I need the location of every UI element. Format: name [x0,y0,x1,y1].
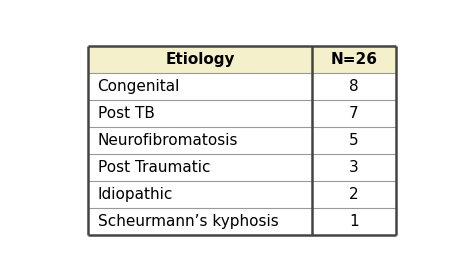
Bar [88,208,396,235]
Text: Post Traumatic: Post Traumatic [97,160,210,175]
Text: 1: 1 [349,214,359,229]
Text: 2: 2 [349,187,359,202]
Bar [88,46,396,73]
Bar [88,73,396,100]
Text: Etiology: Etiology [166,52,235,67]
Text: Congenital: Congenital [97,79,180,94]
Bar [88,100,396,127]
Bar [88,127,396,154]
Text: 7: 7 [349,106,359,121]
Text: 3: 3 [349,160,359,175]
Text: Scheurmann’s kyphosis: Scheurmann’s kyphosis [97,214,279,229]
Text: 8: 8 [349,79,359,94]
Text: Post TB: Post TB [97,106,155,121]
Bar [88,154,396,181]
Bar [88,181,396,208]
Text: N=26: N=26 [331,52,377,67]
Text: Idiopathic: Idiopathic [97,187,173,202]
Text: Neurofibromatosis: Neurofibromatosis [97,133,238,148]
Text: 5: 5 [349,133,359,148]
